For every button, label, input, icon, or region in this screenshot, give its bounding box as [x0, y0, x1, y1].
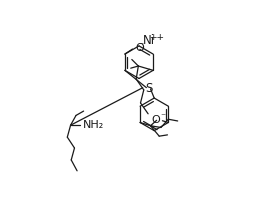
Text: S: S	[145, 82, 152, 95]
Text: Ni: Ni	[143, 34, 155, 47]
Text: ⁻: ⁻	[138, 41, 143, 51]
Text: O: O	[135, 43, 144, 53]
Text: O: O	[151, 115, 160, 125]
Text: ++: ++	[150, 33, 165, 42]
Text: ⁻: ⁻	[160, 112, 165, 122]
Text: NH₂: NH₂	[83, 120, 105, 130]
